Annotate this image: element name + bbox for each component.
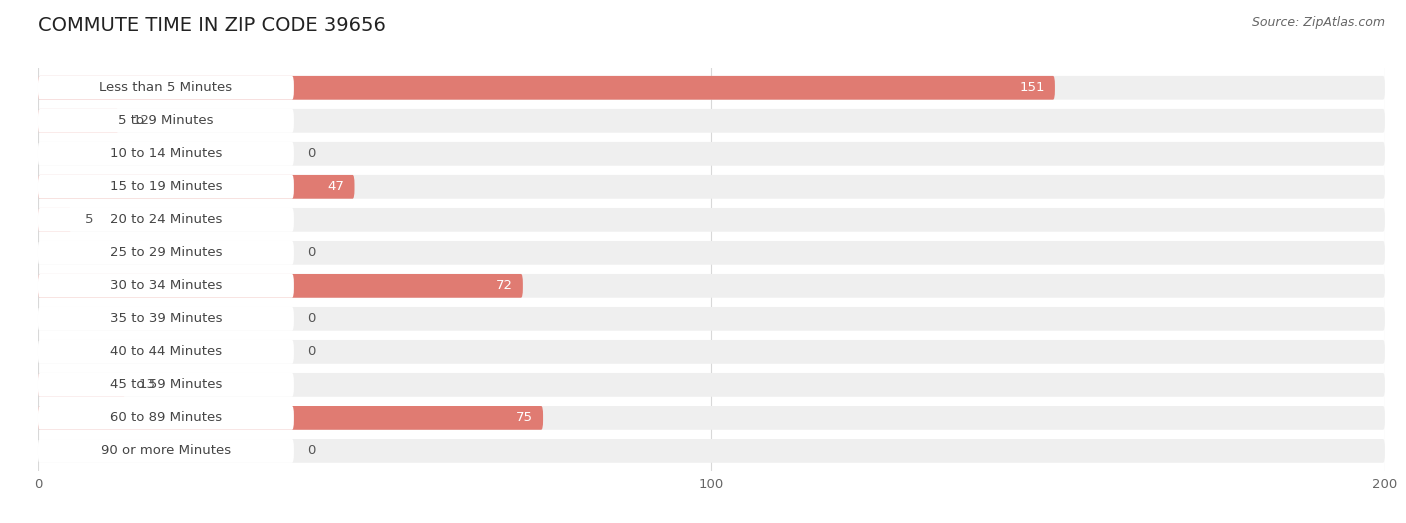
Text: 40 to 44 Minutes: 40 to 44 Minutes xyxy=(110,345,222,358)
FancyBboxPatch shape xyxy=(38,439,1385,463)
FancyBboxPatch shape xyxy=(38,175,354,199)
Text: 72: 72 xyxy=(496,279,513,292)
Text: 151: 151 xyxy=(1019,81,1045,94)
Text: 0: 0 xyxy=(308,246,316,259)
FancyBboxPatch shape xyxy=(38,109,118,133)
FancyBboxPatch shape xyxy=(38,76,294,100)
Text: 75: 75 xyxy=(516,412,533,424)
Text: 15 to 19 Minutes: 15 to 19 Minutes xyxy=(110,180,222,194)
FancyBboxPatch shape xyxy=(38,241,294,265)
FancyBboxPatch shape xyxy=(38,307,1385,331)
Text: 12: 12 xyxy=(132,115,149,127)
FancyBboxPatch shape xyxy=(38,439,294,463)
FancyBboxPatch shape xyxy=(38,208,1385,232)
Text: 13: 13 xyxy=(139,378,156,391)
FancyBboxPatch shape xyxy=(38,406,294,430)
Text: 47: 47 xyxy=(328,180,344,194)
Text: Less than 5 Minutes: Less than 5 Minutes xyxy=(100,81,232,94)
FancyBboxPatch shape xyxy=(38,274,1385,298)
FancyBboxPatch shape xyxy=(38,208,72,232)
FancyBboxPatch shape xyxy=(38,109,294,133)
Text: 5: 5 xyxy=(86,213,94,226)
Text: 90 or more Minutes: 90 or more Minutes xyxy=(101,445,231,458)
Text: 5 to 9 Minutes: 5 to 9 Minutes xyxy=(118,115,214,127)
Text: 0: 0 xyxy=(308,147,316,161)
FancyBboxPatch shape xyxy=(38,142,1385,166)
FancyBboxPatch shape xyxy=(38,76,1385,100)
Text: 0: 0 xyxy=(308,345,316,358)
Text: 35 to 39 Minutes: 35 to 39 Minutes xyxy=(110,312,222,325)
FancyBboxPatch shape xyxy=(38,241,1385,265)
FancyBboxPatch shape xyxy=(38,373,125,397)
FancyBboxPatch shape xyxy=(38,406,543,430)
FancyBboxPatch shape xyxy=(38,208,294,232)
Text: COMMUTE TIME IN ZIP CODE 39656: COMMUTE TIME IN ZIP CODE 39656 xyxy=(38,16,385,35)
FancyBboxPatch shape xyxy=(38,307,294,331)
FancyBboxPatch shape xyxy=(38,340,294,364)
FancyBboxPatch shape xyxy=(38,76,1054,100)
Text: Source: ZipAtlas.com: Source: ZipAtlas.com xyxy=(1251,16,1385,29)
Text: 25 to 29 Minutes: 25 to 29 Minutes xyxy=(110,246,222,259)
FancyBboxPatch shape xyxy=(38,406,1385,430)
Text: 30 to 34 Minutes: 30 to 34 Minutes xyxy=(110,279,222,292)
FancyBboxPatch shape xyxy=(38,175,1385,199)
FancyBboxPatch shape xyxy=(38,373,1385,397)
FancyBboxPatch shape xyxy=(38,109,1385,133)
Text: 0: 0 xyxy=(308,445,316,458)
Text: 45 to 59 Minutes: 45 to 59 Minutes xyxy=(110,378,222,391)
FancyBboxPatch shape xyxy=(38,274,523,298)
Text: 0: 0 xyxy=(308,312,316,325)
FancyBboxPatch shape xyxy=(38,274,294,298)
FancyBboxPatch shape xyxy=(38,142,294,166)
FancyBboxPatch shape xyxy=(38,373,294,397)
FancyBboxPatch shape xyxy=(38,175,294,199)
Text: 60 to 89 Minutes: 60 to 89 Minutes xyxy=(110,412,222,424)
FancyBboxPatch shape xyxy=(38,340,1385,364)
Text: 20 to 24 Minutes: 20 to 24 Minutes xyxy=(110,213,222,226)
Text: 10 to 14 Minutes: 10 to 14 Minutes xyxy=(110,147,222,161)
